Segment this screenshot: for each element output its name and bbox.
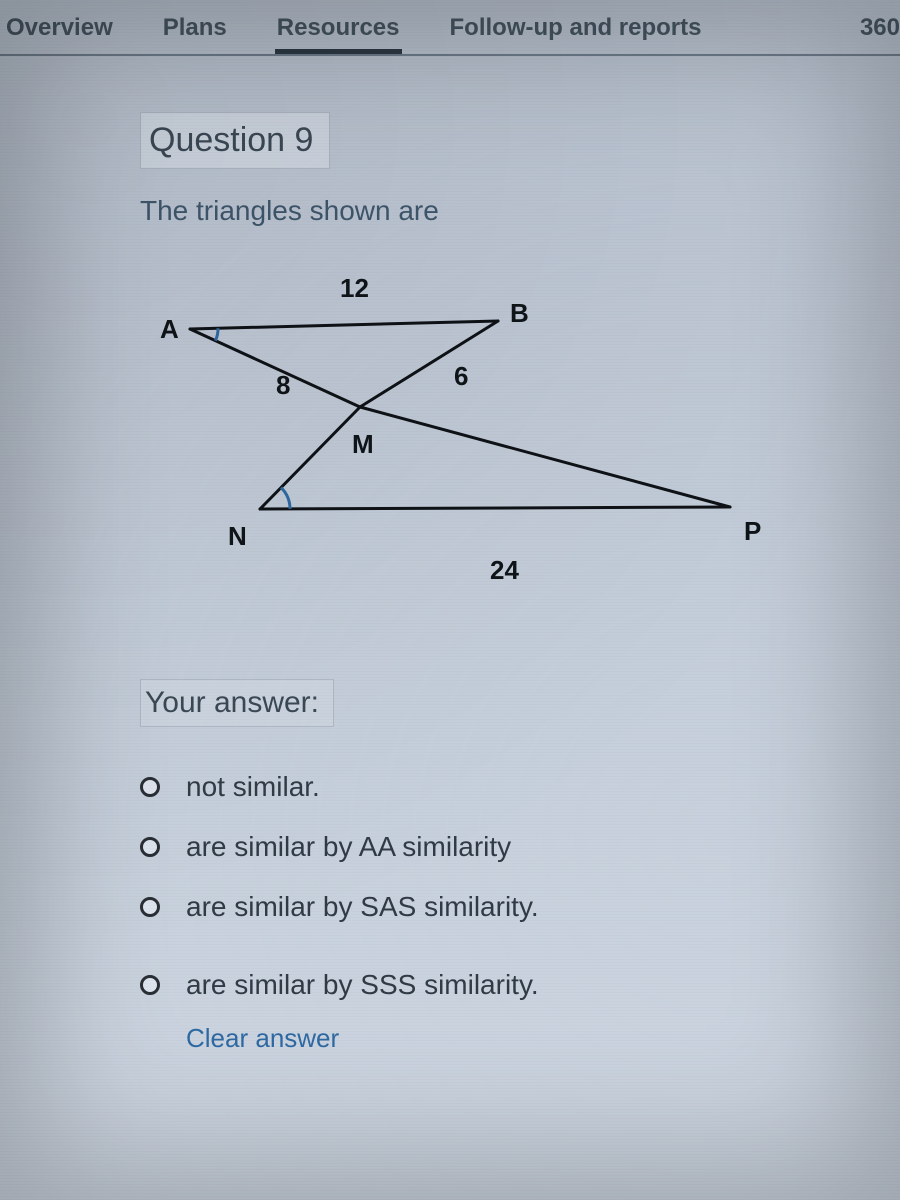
radio-icon[interactable] — [140, 897, 160, 917]
figure-label: A — [160, 314, 179, 345]
radio-icon[interactable] — [140, 975, 160, 995]
triangles-figure: A B M N P 12 8 6 24 — [160, 249, 780, 609]
tab-360[interactable]: 360 — [858, 4, 900, 54]
answer-option-label: are similar by SSS similarity. — [186, 969, 539, 1001]
top-tabs: Overview Plans Resources Follow-up and r… — [0, 0, 900, 56]
question-card: Question 9 The triangles shown are A B M N P… — [140, 112, 880, 1054]
figure-label: M — [352, 429, 374, 460]
tab-followup[interactable]: Follow-up and reports — [448, 4, 704, 54]
answer-option[interactable]: are similar by SAS similarity. — [140, 877, 880, 937]
your-answer-heading: Your answer: — [140, 679, 334, 727]
figure-label: P — [744, 516, 761, 547]
answer-option-label: not similar. — [186, 771, 320, 803]
figure-label: B — [510, 298, 529, 329]
answer-option-label: are similar by AA similarity — [186, 831, 511, 863]
geometry-svg — [160, 249, 780, 609]
figure-label: 8 — [276, 370, 290, 401]
question-prompt: The triangles shown are — [140, 195, 880, 227]
answer-option[interactable]: not similar. — [140, 757, 880, 817]
answer-option[interactable]: are similar by AA similarity — [140, 817, 880, 877]
radio-icon[interactable] — [140, 777, 160, 797]
figure-label: 6 — [454, 361, 468, 392]
figure-label: 12 — [340, 273, 369, 304]
answer-option-label: are similar by SAS similarity. — [186, 891, 539, 923]
tab-plans[interactable]: Plans — [161, 4, 229, 54]
figure-label: N — [228, 521, 247, 552]
radio-icon[interactable] — [140, 837, 160, 857]
answer-option[interactable]: are similar by SSS similarity. — [140, 955, 880, 1015]
tab-resources[interactable]: Resources — [275, 4, 402, 54]
tab-overview[interactable]: Overview — [4, 4, 115, 54]
figure-label: 24 — [490, 555, 519, 586]
clear-answer-link[interactable]: Clear answer — [186, 1023, 880, 1054]
question-title: Question 9 — [140, 112, 330, 169]
answer-options: not similar. are similar by AA similarit… — [140, 757, 880, 1015]
